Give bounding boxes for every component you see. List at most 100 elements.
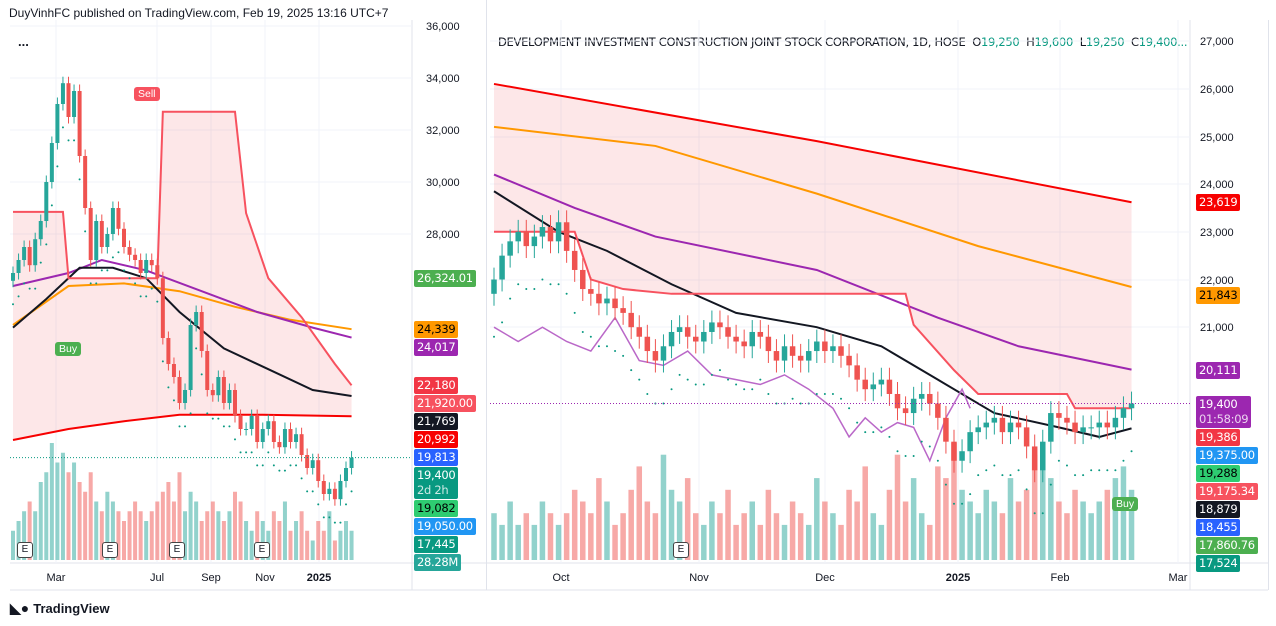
y-tick-label: 34,000: [426, 73, 460, 85]
volume-bar: [854, 501, 860, 560]
volume-bar: [709, 501, 715, 560]
volume-bar: [596, 478, 602, 560]
trailing-stop-dot: [589, 335, 592, 338]
candle-body: [580, 269, 586, 290]
volume-bar: [77, 482, 82, 560]
trailing-stop-dot: [517, 283, 520, 286]
tradingview-logo[interactable]: ◣● TradingView: [10, 600, 110, 617]
trailing-stop-dot: [686, 378, 689, 381]
trailing-stop-dot: [864, 431, 867, 434]
earnings-marker[interactable]: E: [254, 542, 270, 558]
low-label: L: [1079, 35, 1086, 49]
trailing-stop-dot: [936, 459, 939, 462]
candle-body: [316, 460, 321, 481]
trailing-stop-dot: [50, 204, 53, 207]
trailing-stop-dot: [89, 282, 92, 285]
candle-body: [60, 83, 65, 104]
price-axis-label: 19,288: [1196, 464, 1241, 482]
volume-bar: [717, 513, 723, 560]
high-value: 19,600: [1034, 35, 1074, 49]
earnings-marker[interactable]: E: [102, 542, 118, 558]
more-menu-button[interactable]: ...: [18, 34, 29, 49]
volume-bar: [183, 511, 188, 560]
candle-body: [846, 355, 852, 366]
volume-bar: [693, 513, 699, 560]
candle-body: [349, 457, 354, 468]
candle-body: [282, 429, 287, 448]
price-axis-label: 19,375.00: [1196, 446, 1258, 464]
candle-body: [781, 346, 788, 361]
candle-body: [676, 327, 683, 332]
candle-body: [547, 227, 554, 242]
candle-body: [1104, 422, 1111, 428]
volume-bar: [321, 530, 326, 560]
candle-body: [773, 351, 780, 361]
trailing-stop-dot: [12, 303, 14, 306]
candle-body: [652, 351, 659, 361]
volume-bar: [238, 501, 243, 560]
candle-body: [338, 481, 343, 500]
candle-body: [49, 143, 54, 182]
trailing-stop-dot: [139, 295, 142, 298]
candle-body: [27, 247, 32, 266]
candle-body: [294, 434, 299, 442]
volume-bar: [701, 524, 707, 560]
trailing-stop-dot: [195, 347, 198, 350]
volume-bar: [789, 501, 796, 560]
price-axis-label: 20,111: [1196, 361, 1241, 379]
volume-bar: [316, 521, 321, 560]
trailing-stop-dot: [694, 383, 697, 386]
volume-bar: [249, 530, 254, 560]
candle-body: [523, 231, 530, 247]
trailing-stop-dot: [944, 483, 947, 486]
candle-body: [1096, 422, 1102, 428]
brand-label: TradingView: [33, 601, 110, 616]
price-axis-label: 22,180: [414, 377, 459, 395]
trailing-stop-dot: [106, 269, 109, 272]
trailing-stop-dot: [350, 490, 353, 493]
oscillator-line: [493, 316, 971, 463]
sell-signal-label: Sell: [134, 87, 160, 101]
price-axis-label: 18,879: [1196, 500, 1241, 518]
y-tick-label: 26,000: [1200, 84, 1234, 96]
volume-bar: [1128, 489, 1135, 560]
trailing-stop-dot: [167, 386, 170, 389]
price-axis-label: 19,175.34: [1196, 482, 1258, 500]
candle-body: [310, 460, 315, 468]
ma-purple-line: [12, 258, 352, 339]
tradingview-icon: ◣●: [10, 600, 30, 616]
price-axis-label: 17,860.76: [1196, 536, 1258, 554]
volume-bar: [999, 513, 1006, 560]
left-chart-panel[interactable]: 36,000 34,000 32,000 30,000 28,000 Mar Jul Sep N…: [10, 20, 460, 584]
candle-body: [684, 327, 691, 337]
volume-bar: [910, 478, 917, 560]
volume-bar: [277, 521, 282, 560]
trailing-stop-dot: [333, 521, 336, 524]
trailing-stop-dot: [295, 464, 298, 467]
volume-bar: [66, 472, 71, 560]
trailing-stop-dot: [328, 516, 331, 519]
earnings-marker[interactable]: E: [673, 542, 689, 558]
candle-body: [105, 234, 110, 247]
volume-bar: [951, 443, 957, 560]
candle-body: [797, 355, 804, 361]
trailing-stop-dot: [1049, 483, 1052, 486]
trailing-stop-dot: [345, 503, 347, 506]
volume-bar: [1015, 501, 1022, 560]
trailing-stop-dot: [799, 402, 802, 405]
buy-signal-label: Buy: [55, 342, 82, 356]
candle-body: [515, 231, 521, 242]
volume-bar: [116, 511, 121, 560]
candle-body: [83, 156, 88, 208]
right-chart-panel[interactable]: 27,000 26,000 25,000 24,000 23,000 22,000 21,0…: [490, 20, 1234, 584]
earnings-marker[interactable]: E: [17, 542, 33, 558]
candle-body: [805, 351, 812, 361]
trailing-stop-dot: [150, 287, 153, 290]
volume-bar: [221, 521, 226, 560]
trailing-stop-dot: [848, 407, 851, 410]
earnings-marker[interactable]: E: [169, 542, 185, 558]
trailing-stop-dot: [317, 503, 320, 506]
trailing-stop-dot: [34, 287, 37, 290]
candle-body: [822, 341, 828, 352]
